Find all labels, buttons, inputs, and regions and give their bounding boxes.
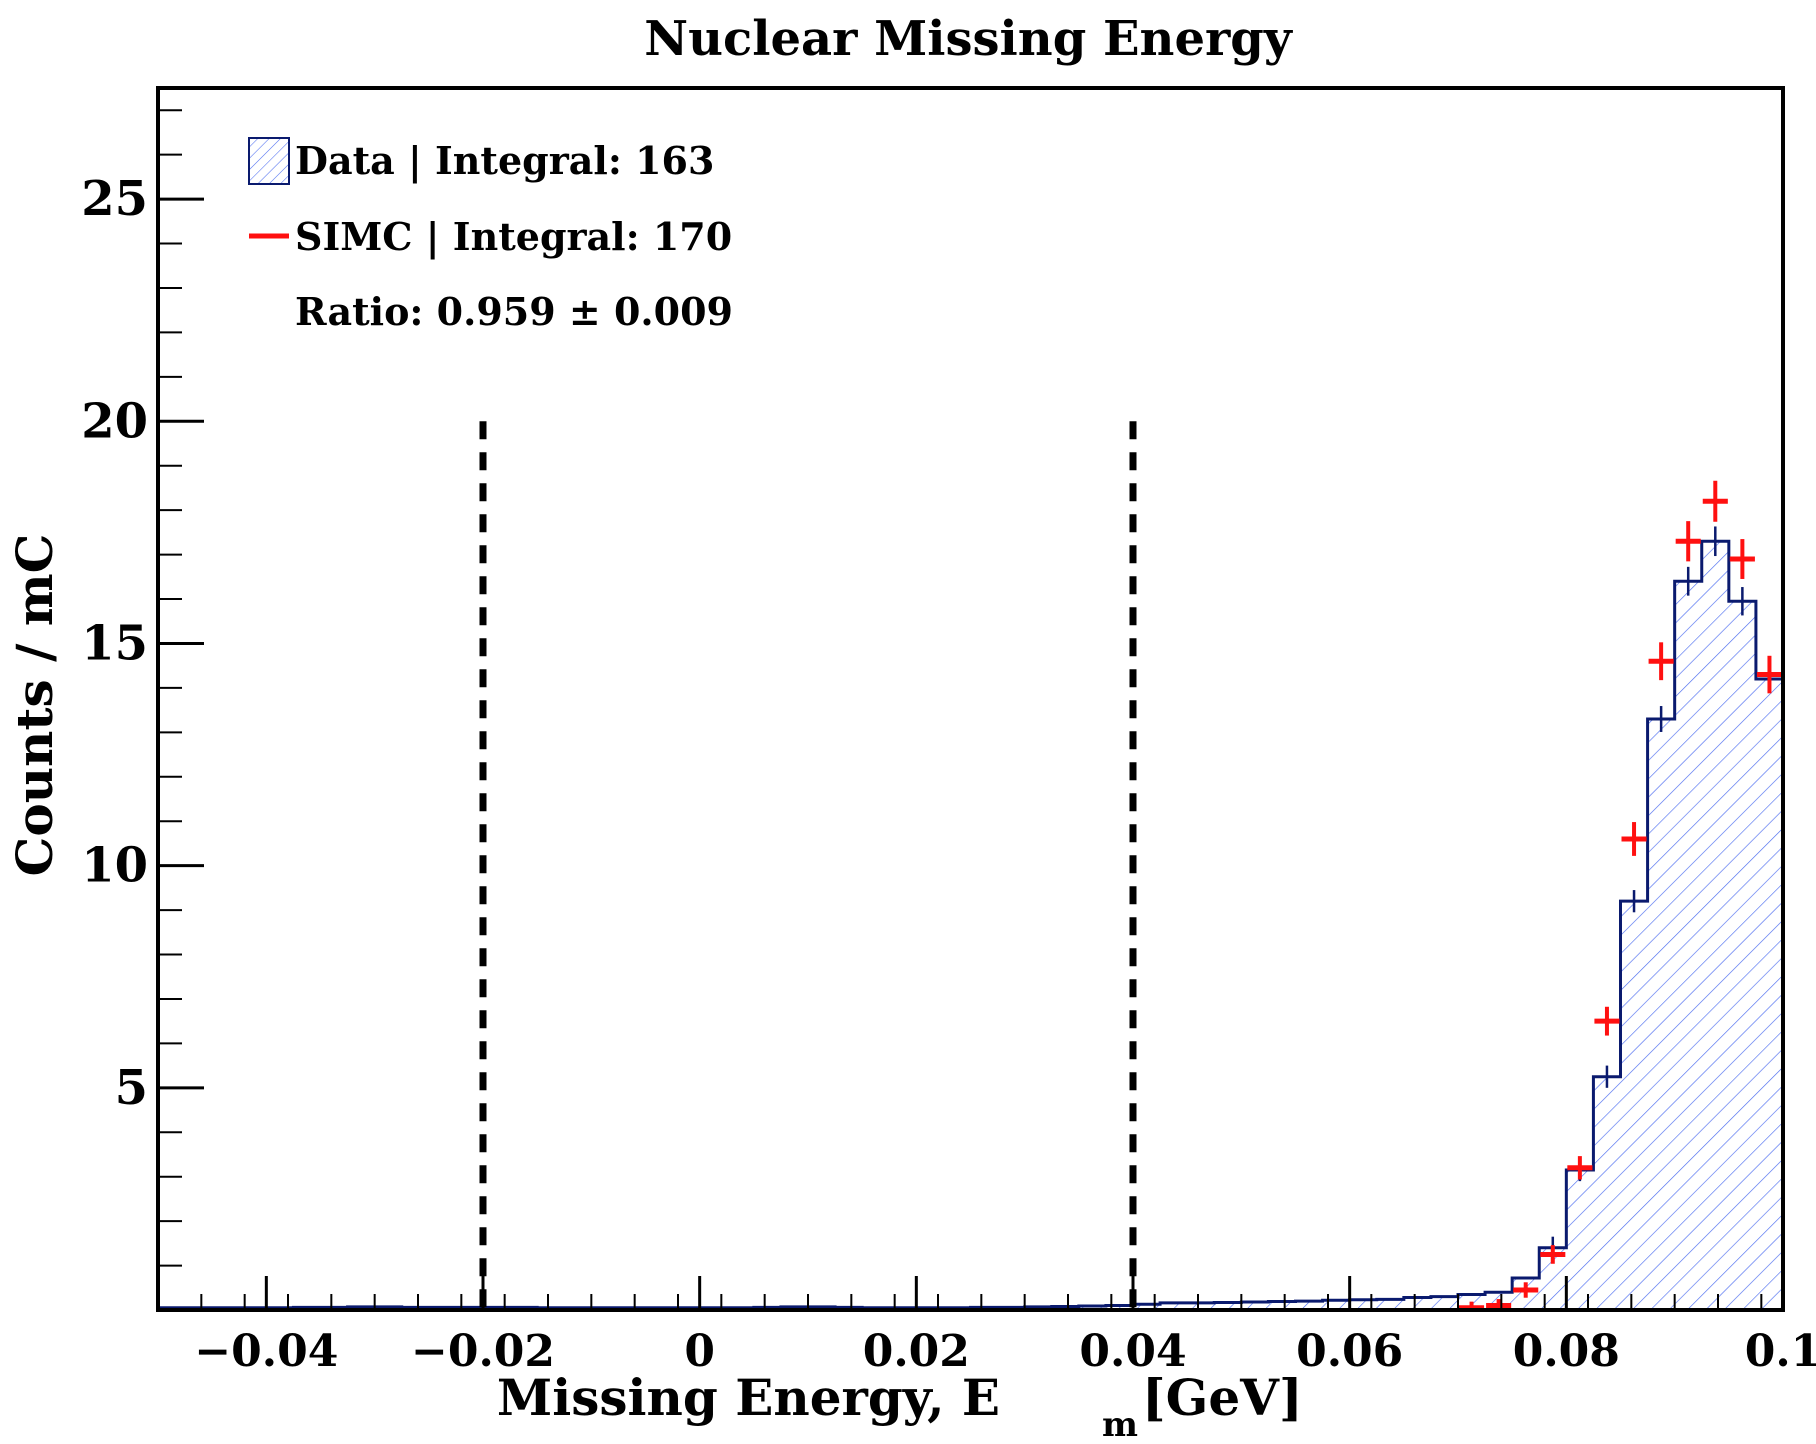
x-tick-label: 0 (684, 1326, 715, 1377)
x-tick-label: 0.1 (1745, 1326, 1816, 1377)
data-histogram-fill (158, 541, 1783, 1310)
y-tick-label: 20 (81, 393, 148, 449)
chart-title: Nuclear Missing Energy (644, 11, 1294, 67)
y-tick-label: 25 (81, 171, 148, 227)
histogram-layer (158, 526, 1783, 1310)
plot-frame (156, 86, 1785, 1312)
legend-simc-label: SIMC | Integral: 170 (295, 214, 732, 259)
x-tick-label: 0.08 (1513, 1326, 1620, 1377)
x-axis-label: Missing Energy, E (497, 1368, 1000, 1427)
x-tick-label: 0.04 (1079, 1326, 1186, 1377)
y-axis-label: Counts / mC (5, 534, 64, 877)
x-tick-label: 0.06 (1296, 1326, 1403, 1377)
data-histogram-line (158, 539, 1783, 1310)
x-axis-label-main: Missing Energy, E (497, 1368, 1000, 1427)
x-tick-label: −0.02 (411, 1326, 555, 1377)
y-axis-label-text: Counts / mC (5, 534, 64, 877)
legend-data-label: Data | Integral: 163 (295, 138, 714, 183)
y-tick-label: 10 (81, 838, 148, 894)
y-tick-label: 5 (115, 1060, 148, 1116)
x-tick-label: −0.04 (194, 1326, 338, 1377)
legend: Data | Integral: 163 SIMC | Integral: 17… (248, 137, 733, 334)
axes: −0.04 −0.02 0 0.02 0.04 0.06 0.08 0.1 5 10 15 20 25 (81, 109, 1816, 1377)
x-axis-label-unit: [GeV] (1142, 1368, 1303, 1427)
x-axis-label-subscript: m (1102, 1405, 1138, 1444)
x-tick-label: 0.02 (863, 1326, 970, 1377)
y-tick-label: 15 (81, 615, 148, 671)
legend-ratio-label: Ratio: 0.959 ± 0.009 (295, 289, 733, 334)
cut-lines (479, 421, 1137, 1310)
simc-markers (1459, 480, 1782, 1310)
legend-data-swatch (248, 137, 290, 185)
